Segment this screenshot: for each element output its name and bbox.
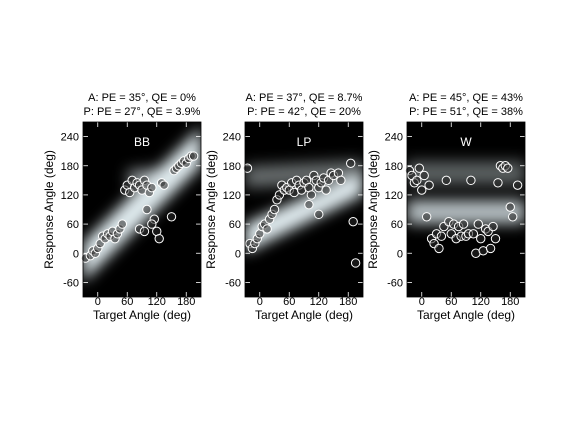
plot-frame xyxy=(244,121,364,298)
annotation: A: PE = 35°, QE = 0% xyxy=(88,92,196,104)
data-point xyxy=(488,221,498,232)
x-tick-label: 120 xyxy=(310,296,328,308)
x-axis-label: Target Angle (deg) xyxy=(417,308,515,322)
data-point xyxy=(458,219,469,229)
y-tick-label: 240 xyxy=(61,132,79,144)
data-point xyxy=(350,258,361,268)
x-tick-label: 60 xyxy=(283,296,295,308)
y-tick-label: 180 xyxy=(223,161,241,173)
data-point xyxy=(508,212,518,222)
y-tick-label: 60 xyxy=(229,219,241,231)
data-point xyxy=(424,180,434,190)
plot-frame xyxy=(406,121,526,298)
plot-frame xyxy=(82,121,202,298)
annotation: P: PE = 27°, QE = 3.9% xyxy=(84,106,201,118)
data-point xyxy=(159,180,169,190)
data-point xyxy=(476,233,486,244)
data-point xyxy=(466,175,476,186)
x-tick-label: 60 xyxy=(121,296,133,308)
annotation: P: PE = 51°, QE = 38% xyxy=(409,106,523,118)
x-tick-label: 0 xyxy=(419,296,425,308)
data-point xyxy=(512,180,523,190)
y-tick-label: 120 xyxy=(385,190,403,202)
data-point xyxy=(490,233,501,244)
data-point xyxy=(441,175,452,186)
data-point xyxy=(493,178,503,188)
data-point xyxy=(434,243,444,254)
data-point xyxy=(346,158,356,169)
y-tick-label: 240 xyxy=(223,132,241,144)
data-point xyxy=(485,243,496,254)
data-point xyxy=(412,175,422,186)
heatmap xyxy=(245,122,363,297)
y-axis-label: Response Angle (deg) xyxy=(42,150,56,269)
y-tick-label: -60 xyxy=(225,277,241,289)
data-point xyxy=(503,163,513,173)
data-point xyxy=(314,209,324,220)
y-axis-label: Response Angle (deg) xyxy=(366,150,380,269)
y-axis-label: Response Angle (deg) xyxy=(204,150,218,269)
data-point xyxy=(166,212,177,222)
data-point xyxy=(242,163,253,173)
data-point xyxy=(473,219,483,229)
annotation: P: PE = 42°, QE = 20% xyxy=(247,106,361,118)
x-tick-label: 120 xyxy=(472,296,490,308)
panel-label: W xyxy=(460,135,472,149)
data-point xyxy=(147,219,157,229)
annotation: A: PE = 37°, QE = 8.7% xyxy=(246,92,363,104)
data-point xyxy=(421,212,432,222)
y-tick-label: 60 xyxy=(391,219,403,231)
y-tick-label: 0 xyxy=(397,248,403,260)
x-tick-label: 0 xyxy=(257,296,263,308)
panel-label: BB xyxy=(134,135,150,149)
y-tick-label: -60 xyxy=(63,277,79,289)
x-axis-label: Target Angle (deg) xyxy=(93,308,191,322)
data-point xyxy=(188,151,199,161)
data-point xyxy=(304,199,314,210)
data-point xyxy=(117,219,128,229)
data-point xyxy=(417,185,427,195)
data-point xyxy=(336,175,346,186)
x-tick-label: 180 xyxy=(339,296,357,308)
y-tick-label: -60 xyxy=(387,277,403,289)
data-point xyxy=(505,202,515,212)
y-tick-label: 180 xyxy=(61,161,79,173)
y-tick-label: 0 xyxy=(73,248,79,260)
y-tick-label: 240 xyxy=(385,132,403,144)
x-tick-label: 60 xyxy=(445,296,457,308)
data-point xyxy=(147,182,157,193)
data-point xyxy=(262,224,272,234)
y-tick-label: 120 xyxy=(61,190,79,202)
data-point xyxy=(306,190,317,200)
x-axis-label: Target Angle (deg) xyxy=(255,308,353,322)
annotation: A: PE = 45°, QE = 43% xyxy=(409,92,523,104)
y-tick-label: 120 xyxy=(223,190,241,202)
data-point xyxy=(468,229,479,239)
data-point xyxy=(321,185,331,195)
data-point xyxy=(142,204,152,215)
x-tick-label: 180 xyxy=(501,296,519,308)
data-point xyxy=(269,204,280,215)
data-point xyxy=(348,216,358,227)
data-point xyxy=(139,226,150,237)
x-tick-label: 0 xyxy=(95,296,101,308)
data-point xyxy=(436,231,447,241)
data-point xyxy=(414,163,424,173)
data-point xyxy=(154,233,164,244)
x-tick-label: 180 xyxy=(177,296,195,308)
x-tick-label: 120 xyxy=(148,296,166,308)
data-point xyxy=(419,170,429,181)
y-tick-label: 60 xyxy=(67,219,79,231)
y-tick-label: 180 xyxy=(385,161,403,173)
y-tick-label: 0 xyxy=(235,248,241,260)
panel-label: LP xyxy=(297,135,312,149)
